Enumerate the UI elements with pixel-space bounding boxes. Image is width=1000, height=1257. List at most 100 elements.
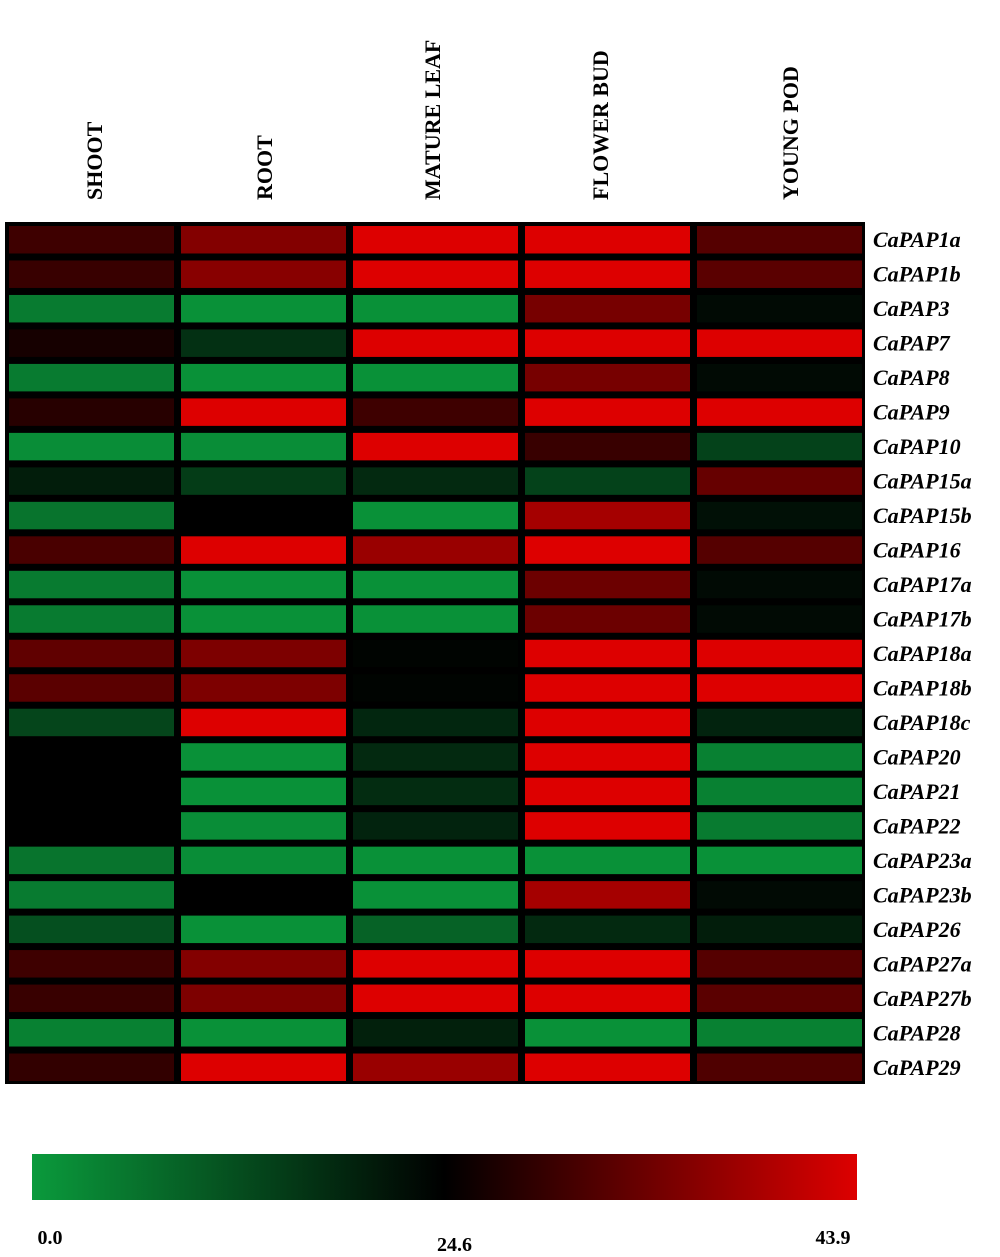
row-label: CaPAP27a xyxy=(873,951,972,976)
heatmap-cell xyxy=(181,1053,346,1081)
heatmap-cell xyxy=(525,1053,690,1081)
heatmap-cell xyxy=(525,708,690,737)
heatmap-cell xyxy=(181,674,346,702)
heatmap-cell xyxy=(697,639,862,668)
heatmap-cell xyxy=(9,329,174,357)
heatmap-cell xyxy=(9,950,174,978)
heatmap-cell xyxy=(181,363,346,392)
heatmap-cell xyxy=(181,743,346,771)
heatmap-cell xyxy=(9,398,174,426)
heatmap-cell xyxy=(697,708,862,737)
heatmap-cell xyxy=(9,846,174,875)
heatmap-cell xyxy=(9,467,174,495)
heatmap-cell xyxy=(525,226,690,254)
heatmap-cell xyxy=(525,432,690,461)
heatmap-cell xyxy=(181,1019,346,1047)
heatmap-cell xyxy=(181,915,346,944)
heatmap-cell xyxy=(9,915,174,944)
heatmap-cell xyxy=(181,846,346,875)
colorbar-tick-labels: 0.0 24.6 43.9 xyxy=(38,1227,851,1256)
heatmap-cell xyxy=(353,777,518,806)
column-label: FLOWER BUD xyxy=(588,50,613,200)
heatmap-cell xyxy=(697,674,862,702)
row-label: CaPAP15b xyxy=(873,503,972,528)
row-label: CaPAP7 xyxy=(873,331,951,356)
heatmap-cell xyxy=(9,570,174,599)
heatmap-cell xyxy=(697,881,862,909)
heatmap-cell xyxy=(353,915,518,944)
row-label: CaPAP17a xyxy=(873,572,972,597)
heatmap-cell xyxy=(181,536,346,564)
heatmap-cell xyxy=(525,605,690,633)
row-label: CaPAP18b xyxy=(873,675,972,700)
heatmap-cell xyxy=(697,467,862,495)
heatmap-cell xyxy=(697,984,862,1013)
heatmap-cell xyxy=(697,812,862,840)
heatmap-cell xyxy=(525,294,690,323)
row-label: CaPAP9 xyxy=(873,400,950,425)
heatmap-cell xyxy=(9,984,174,1013)
heatmap-cell xyxy=(9,501,174,530)
heatmap-cell xyxy=(353,1053,518,1081)
heatmap-cells xyxy=(9,226,862,1081)
row-label: CaPAP26 xyxy=(873,917,961,942)
heatmap-cell xyxy=(9,1019,174,1047)
heatmap-cell xyxy=(353,398,518,426)
heatmap-cell xyxy=(9,363,174,392)
heatmap-cell xyxy=(697,846,862,875)
heatmap-cell xyxy=(181,777,346,806)
heatmap-cell xyxy=(9,674,174,702)
heatmap-cell xyxy=(525,570,690,599)
row-label: CaPAP18a xyxy=(873,641,972,666)
heatmap-cell xyxy=(353,984,518,1013)
heatmap-cell xyxy=(9,605,174,633)
heatmap-cell xyxy=(353,226,518,254)
heatmap-cell xyxy=(353,467,518,495)
heatmap-cell xyxy=(525,467,690,495)
heatmap-cell xyxy=(353,432,518,461)
heatmap-cell xyxy=(697,432,862,461)
heatmap-cell xyxy=(181,467,346,495)
heatmap-cell xyxy=(181,501,346,530)
heatmap-cell xyxy=(525,915,690,944)
colorbar-tick-label: 0.0 xyxy=(38,1227,63,1249)
heatmap-cell xyxy=(525,777,690,806)
heatmap-cell xyxy=(353,260,518,288)
row-label: CaPAP16 xyxy=(873,538,961,563)
row-labels: CaPAP1a CaPAP1b CaPAP3 CaPAP7 CaPAP8 CaPAP9 Ca… xyxy=(873,227,972,1080)
heatmap-cell xyxy=(697,329,862,357)
heatmap-cell xyxy=(697,950,862,978)
heatmap-cell xyxy=(9,226,174,254)
heatmap-cell xyxy=(353,363,518,392)
heatmap-cell xyxy=(181,950,346,978)
heatmap-cell xyxy=(697,398,862,426)
heatmap-cell xyxy=(525,363,690,392)
heatmap-cell xyxy=(525,674,690,702)
heatmap-cell xyxy=(181,398,346,426)
colorbar xyxy=(32,1154,857,1200)
heatmap-cell xyxy=(353,812,518,840)
heatmap-cell xyxy=(181,708,346,737)
heatmap-cell xyxy=(525,536,690,564)
heatmap-cell xyxy=(525,501,690,530)
heatmap-cell xyxy=(9,708,174,737)
row-label: CaPAP18c xyxy=(873,710,971,735)
heatmap-cell xyxy=(525,1019,690,1047)
heatmap-cell xyxy=(697,605,862,633)
heatmap-cell xyxy=(9,260,174,288)
heatmap-cell xyxy=(181,881,346,909)
row-label: CaPAP27b xyxy=(873,986,972,1011)
heatmap-cell xyxy=(697,1019,862,1047)
heatmap-cell xyxy=(353,743,518,771)
heatmap-cell xyxy=(697,501,862,530)
heatmap-cell xyxy=(9,812,174,840)
heatmap-cell xyxy=(181,639,346,668)
column-label: MATURE LEAF xyxy=(420,40,445,200)
heatmap-cell xyxy=(9,536,174,564)
row-label: CaPAP3 xyxy=(873,296,950,321)
row-label: CaPAP1b xyxy=(873,262,961,287)
heatmap-cell xyxy=(525,260,690,288)
heatmap-cell xyxy=(181,294,346,323)
heatmap-cell xyxy=(181,226,346,254)
heatmap-cell xyxy=(181,605,346,633)
